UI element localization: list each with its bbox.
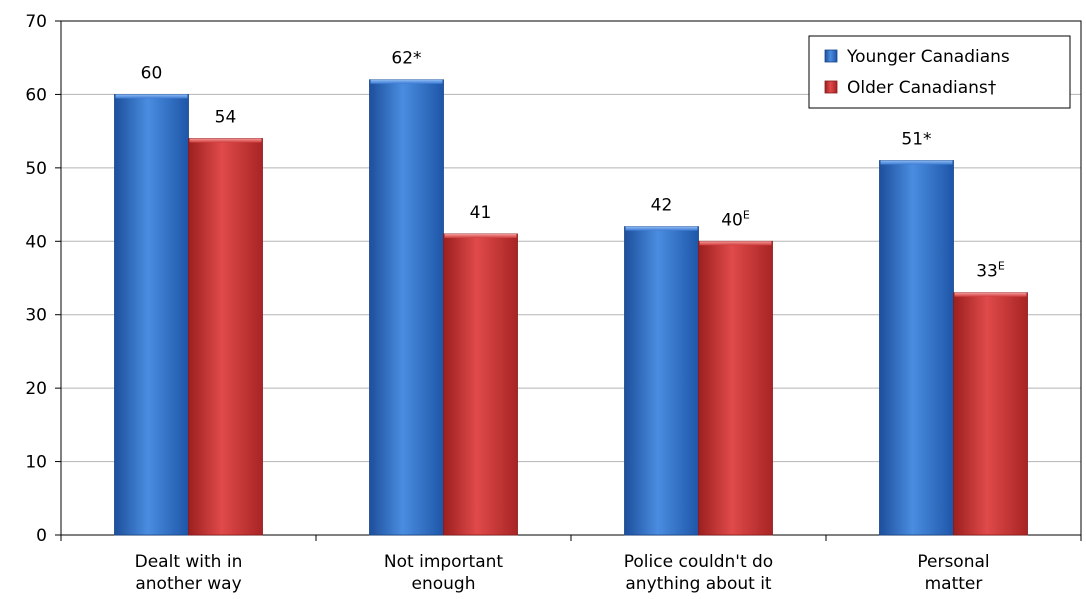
bar-highlight: [189, 138, 262, 143]
data-label: 51*: [901, 130, 931, 150]
x-category-label: Personal: [917, 552, 989, 572]
data-label: 54: [215, 107, 237, 127]
legend: Younger Canadians Older Canadians†: [808, 35, 1071, 109]
bar-blue: [624, 226, 699, 536]
y-tick-label: 20: [25, 379, 47, 399]
bar-red: [188, 138, 263, 536]
bar-highlight: [625, 226, 698, 231]
bar-blue: [114, 94, 189, 536]
y-tick-label: 10: [25, 453, 47, 473]
data-label: 33E: [976, 260, 1005, 282]
bar-highlight: [444, 233, 517, 238]
bar-red: [698, 240, 773, 536]
bar-blue: [879, 160, 954, 536]
data-label: 42: [651, 196, 673, 216]
x-category-label: matter: [925, 574, 983, 594]
data-label: 41: [470, 203, 492, 223]
data-labels: 60 54 62* 41 42 40E 51* 33E: [141, 49, 1005, 282]
x-category-label: another way: [135, 574, 241, 594]
bar-highlight: [699, 241, 772, 246]
x-category-label: Police couldn't do: [624, 552, 773, 572]
y-tick-label: 70: [25, 12, 47, 32]
y-tick-label: 60: [25, 85, 47, 105]
x-category-label: Dealt with in: [135, 552, 243, 572]
x-category-label: anything about it: [625, 574, 772, 594]
bar-highlight: [954, 292, 1027, 297]
legend-swatch-blue: [824, 49, 838, 63]
data-label: 62*: [391, 49, 421, 69]
legend-entry: Younger Canadians: [846, 47, 1010, 67]
x-category-label: Not important: [384, 552, 504, 572]
data-label: 40E: [721, 208, 750, 230]
x-category-label: enough: [412, 574, 476, 594]
legend-entry: Older Canadians†: [847, 78, 997, 98]
y-tick-label: 50: [25, 159, 47, 179]
data-label: 60: [141, 63, 163, 83]
y-tick-label: 0: [36, 526, 47, 546]
bar-highlight: [115, 94, 188, 99]
bar-blue: [369, 79, 444, 536]
bars: [114, 79, 1028, 536]
legend-box: [808, 35, 1071, 109]
bar-red: [443, 233, 518, 536]
y-tick-label: 40: [25, 232, 47, 252]
y-tick-label: 30: [25, 306, 47, 326]
bar-highlight: [880, 160, 953, 165]
bar-red: [953, 292, 1028, 536]
bar-highlight: [370, 79, 443, 84]
legend-swatch-red: [824, 80, 838, 94]
